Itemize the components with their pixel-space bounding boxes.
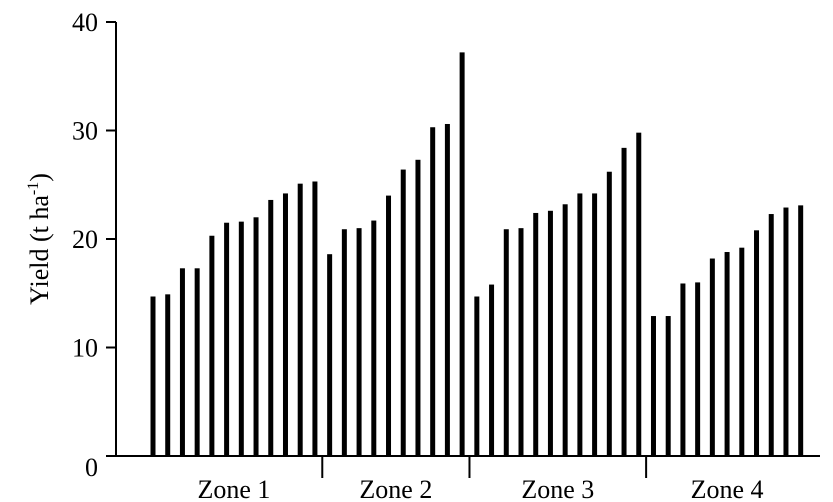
- bar: [665, 316, 671, 456]
- bar: [327, 254, 333, 456]
- bar: [754, 230, 760, 456]
- bar: [179, 268, 185, 456]
- bar: [533, 212, 539, 456]
- bar: [400, 169, 406, 456]
- group-label: Zone 2: [359, 475, 432, 502]
- group-label: Zone 4: [691, 475, 764, 502]
- y-tick-label: 30: [72, 117, 98, 146]
- y-tick-label: 10: [72, 334, 98, 363]
- bar: [268, 199, 274, 456]
- bar: [636, 132, 642, 457]
- bar: [695, 282, 701, 456]
- bar: [150, 296, 156, 456]
- bar: [650, 316, 656, 456]
- bar: [577, 193, 583, 456]
- bar: [238, 221, 244, 456]
- y-tick-label: 0: [85, 453, 98, 482]
- bar: [253, 217, 259, 456]
- bar: [282, 193, 288, 456]
- bar: [194, 268, 200, 456]
- bar: [474, 296, 480, 456]
- bar: [783, 207, 789, 456]
- bar: [724, 252, 730, 456]
- bar: [444, 123, 450, 457]
- bar: [165, 294, 171, 456]
- y-tick-label: 20: [72, 225, 98, 254]
- bar: [547, 210, 553, 456]
- bar: [709, 258, 715, 456]
- bar: [312, 181, 318, 456]
- bar: [386, 195, 392, 456]
- bar: [606, 171, 612, 457]
- bar: [621, 147, 627, 457]
- bar: [562, 204, 568, 456]
- bar: [489, 284, 495, 456]
- bar: [459, 52, 465, 456]
- bar: [297, 183, 303, 457]
- bar: [415, 159, 421, 457]
- bar: [503, 229, 509, 456]
- bar: [680, 283, 686, 456]
- bar: [798, 205, 804, 456]
- bar: [224, 222, 230, 456]
- bar: [768, 214, 774, 456]
- bar: [209, 235, 215, 456]
- group-label: Zone 3: [521, 475, 594, 502]
- bar: [356, 228, 362, 456]
- bar: [430, 127, 436, 457]
- bar: [341, 229, 347, 456]
- bar: [518, 228, 524, 456]
- y-tick-label: 40: [72, 8, 98, 37]
- y-axis-label: Yield (t ha-1): [25, 173, 54, 305]
- bar: [592, 193, 598, 456]
- bar: [739, 247, 745, 456]
- bar: [371, 220, 377, 456]
- group-label: Zone 1: [197, 475, 270, 502]
